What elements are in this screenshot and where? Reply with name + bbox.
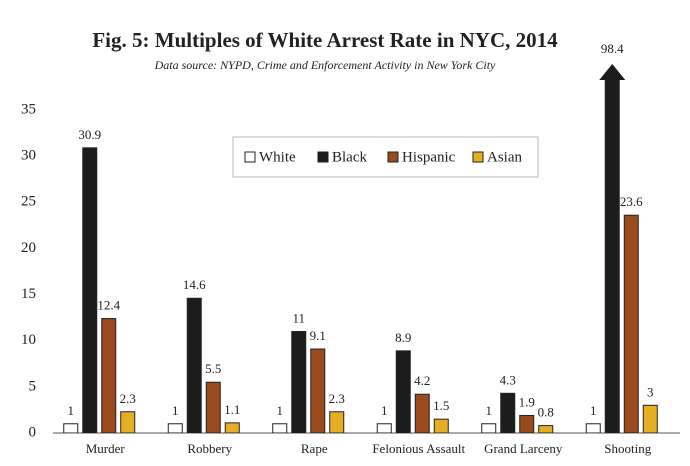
legend-swatch — [472, 151, 484, 163]
legend-label: White — [259, 149, 296, 165]
value-label: 4.2 — [414, 373, 430, 388]
value-label: 98.4 — [601, 41, 624, 56]
bar — [623, 214, 639, 433]
bar — [642, 404, 658, 433]
bar — [291, 330, 307, 433]
bar — [433, 418, 449, 433]
x-tick-label: Shooting — [604, 441, 651, 456]
bar — [186, 297, 202, 433]
x-tick-label: Murder — [86, 441, 126, 456]
legend-box — [232, 136, 539, 178]
bar — [120, 411, 136, 433]
bar — [376, 423, 392, 433]
bar — [272, 423, 288, 433]
x-tick-label: Felonious Assault — [372, 441, 465, 456]
bar — [604, 80, 620, 433]
value-label: 1 — [590, 403, 597, 418]
value-label: 1 — [277, 403, 284, 418]
chart-title: Fig. 5: Multiples of White Arrest Rate i… — [92, 28, 558, 52]
bar — [395, 350, 411, 433]
value-label: 1 — [486, 403, 493, 418]
bar — [310, 348, 326, 433]
bar — [205, 381, 221, 433]
bar — [101, 318, 117, 433]
value-label: 2.3 — [329, 391, 345, 406]
x-tick-label: Grand Larceny — [484, 441, 563, 456]
value-label: 2.3 — [120, 391, 136, 406]
bar — [82, 147, 98, 433]
bar — [414, 393, 430, 433]
y-tick-label: 25 — [21, 194, 36, 210]
legend-label: Asian — [487, 149, 522, 165]
y-tick-label: 15 — [21, 286, 36, 302]
value-label: 5.5 — [205, 361, 221, 376]
value-label: 12.4 — [97, 298, 120, 313]
bar — [167, 423, 183, 433]
y-tick-label: 0 — [29, 424, 37, 440]
x-tick-label: Rape — [301, 441, 328, 456]
bar — [519, 414, 535, 433]
bar — [585, 423, 601, 433]
bar — [329, 411, 345, 433]
y-tick-label: 30 — [21, 148, 36, 164]
y-tick-label: 20 — [21, 240, 36, 256]
value-label: 11 — [292, 310, 305, 325]
value-label: 3 — [647, 384, 654, 399]
legend-swatch — [317, 151, 329, 163]
legend-swatch — [244, 151, 256, 163]
x-tick-label: Robbery — [187, 441, 232, 456]
bar — [538, 425, 554, 433]
y-tick-label: 35 — [21, 101, 36, 117]
bar — [224, 422, 240, 433]
bar — [481, 423, 497, 433]
value-label: 0.8 — [538, 405, 554, 420]
value-label: 1.1 — [224, 402, 240, 417]
value-label: 1 — [381, 403, 388, 418]
y-tick-label: 10 — [21, 332, 36, 348]
value-label: 1.5 — [433, 398, 449, 413]
value-label: 4.3 — [500, 372, 516, 387]
value-label: 30.9 — [78, 127, 101, 142]
value-label: 8.9 — [395, 330, 411, 345]
value-label: 14.6 — [183, 277, 206, 292]
bar — [500, 392, 516, 433]
value-label: 23.6 — [620, 194, 643, 209]
value-label: 1.9 — [519, 394, 535, 409]
value-label: 1 — [68, 403, 75, 418]
overflow-arrow — [599, 64, 626, 80]
legend-label: Black — [332, 149, 367, 165]
y-tick-label: 5 — [29, 378, 37, 394]
chart-subtitle: Data source: NYPD, Crime and Enforcement… — [154, 58, 496, 72]
value-label: 9.1 — [310, 328, 326, 343]
bar — [63, 423, 79, 433]
value-label: 1 — [172, 403, 179, 418]
legend-swatch — [387, 151, 399, 163]
legend-label: Hispanic — [402, 149, 456, 165]
